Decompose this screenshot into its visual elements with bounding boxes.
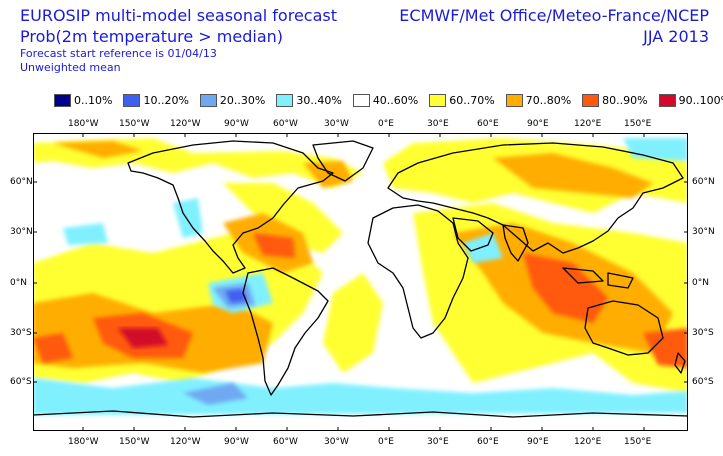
legend-item-3: 30..40% [276, 94, 342, 107]
lon-label-bottom: 30°W [324, 437, 349, 447]
lon-label-top: 60°W [273, 119, 298, 129]
lat-label-right: 30°S [692, 328, 714, 338]
legend-label: 10..20% [143, 94, 189, 107]
legend-label: 20..30% [219, 94, 266, 107]
legend-label: 70..80% [525, 94, 572, 107]
prob-field-30-40 [33, 138, 688, 415]
legend-swatch [352, 94, 370, 107]
lat-label-left: 30°N [10, 227, 33, 237]
legend-item-5: 60..70% [429, 94, 495, 107]
legend-item-8: 90..100% [658, 94, 723, 107]
legend-swatch [658, 94, 676, 107]
legend-item-6: 70..80% [505, 94, 572, 107]
legend-swatch [505, 94, 523, 107]
lon-label-bottom: 120°E [574, 437, 602, 447]
legend-item-0: 0..10% [54, 94, 112, 107]
lat-label-left: 30°S [10, 328, 32, 338]
lon-label-top: 120°E [574, 119, 602, 129]
legend-swatch [199, 94, 217, 107]
legend-label: 30..40% [296, 94, 342, 107]
legend-swatch [123, 94, 141, 107]
lon-label-bottom: 0°E [378, 437, 394, 447]
lat-label-right: 0°N [692, 278, 709, 288]
mean-type-label: Unweighted mean [20, 61, 121, 74]
lat-label-right: 60°N [692, 177, 715, 187]
lon-label-bottom: 150°E [624, 437, 652, 447]
lon-label-bottom: 60°E [477, 437, 499, 447]
lon-label-top: 60°E [477, 119, 499, 129]
lon-label-bottom: 90°W [224, 437, 249, 447]
lon-label-bottom: 180°W [68, 437, 99, 447]
map-frame [33, 133, 688, 431]
legend-swatch [276, 94, 294, 107]
title-line-2: Prob(2m temperature > median) [20, 27, 283, 46]
lon-label-top: 30°E [427, 119, 449, 129]
lat-label-left: 60°N [10, 177, 33, 187]
legend-label: 0..10% [74, 94, 113, 107]
coastlines [33, 140, 688, 418]
legend-label: 80..90% [602, 94, 648, 107]
prob-field-10-20 [225, 289, 247, 303]
lon-label-bottom: 120°W [170, 437, 201, 447]
legend-item-4: 40..60% [352, 94, 419, 107]
lon-label-top: 90°E [527, 119, 549, 129]
forecast-start-reference: Forecast start reference is 01/04/13 [20, 47, 217, 60]
lon-label-bottom: 60°W [273, 437, 298, 447]
lon-label-top: 120°W [170, 119, 201, 129]
lon-label-bottom: 90°E [527, 437, 549, 447]
legend-label: 90..100% [678, 94, 723, 107]
centres-label: ECMWF/Met Office/Meteo-France/NCEP [399, 6, 709, 25]
legend-swatch [582, 94, 600, 107]
lon-label-top: 150°W [119, 119, 150, 129]
legend-item-1: 10..20% [123, 94, 189, 107]
legend-item-2: 20..30% [199, 94, 266, 107]
lat-label-left: 60°S [10, 377, 32, 387]
legend-swatch [54, 94, 71, 107]
lon-label-top: 150°E [624, 119, 652, 129]
lon-label-bottom: 30°E [427, 437, 449, 447]
title-line-1: EUROSIP multi-model seasonal forecast [20, 6, 337, 25]
lon-label-top: 90°W [224, 119, 249, 129]
lon-label-top: 180°W [68, 119, 99, 129]
lon-label-top: 0°E [378, 119, 394, 129]
lat-label-right: 30°N [692, 227, 715, 237]
legend-item-7: 80..90% [582, 94, 648, 107]
probability-legend: 0..10% 10..20% 20..30% 30..40% 40..60% 6… [54, 94, 723, 107]
lon-label-top: 30°W [324, 119, 349, 129]
lat-label-right: 60°S [692, 377, 714, 387]
legend-label: 40..60% [372, 94, 419, 107]
legend-label: 60..70% [449, 94, 495, 107]
legend-swatch [429, 94, 447, 107]
lat-label-left: 0°N [10, 278, 27, 288]
probability-map [33, 133, 688, 431]
lon-label-bottom: 150°W [119, 437, 150, 447]
prob-field-90-100 [118, 328, 168, 348]
season-label: JJA 2013 [643, 27, 709, 46]
